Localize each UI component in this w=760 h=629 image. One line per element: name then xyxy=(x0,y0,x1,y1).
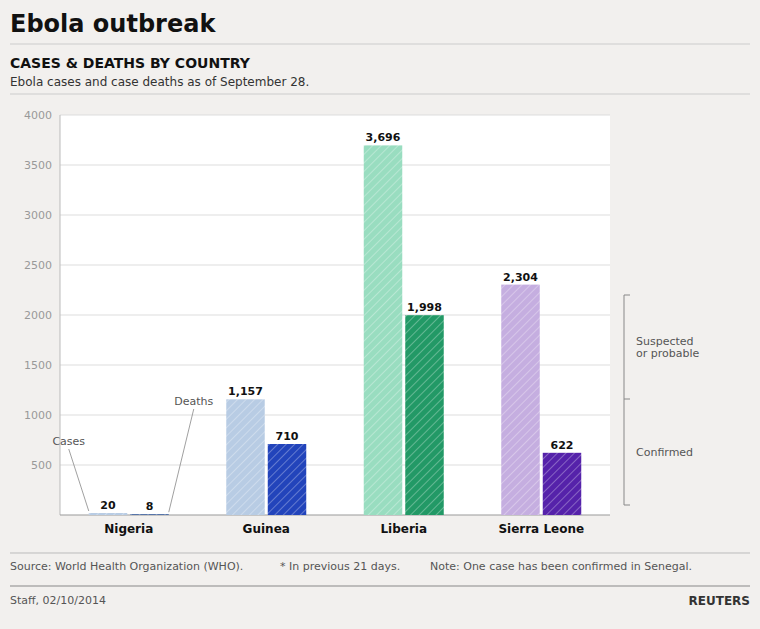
grid-line xyxy=(60,215,610,216)
footer-text: * In previous 21 days. xyxy=(280,560,400,573)
bar xyxy=(364,145,403,515)
data-label: 8 xyxy=(146,500,154,513)
chart-title: CASES & DEATHS BY COUNTRY xyxy=(10,55,251,71)
y-tick-label: 500 xyxy=(31,459,52,472)
chart-subtitle: Ebola cases and case deaths as of Septem… xyxy=(10,75,309,89)
footer-text: Note: One case has been confirmed in Sen… xyxy=(430,560,692,573)
title-rule xyxy=(10,44,750,45)
grid-line xyxy=(60,165,610,166)
labels: 20 8 1,157 710 3,696 1,998 2,304 622 xyxy=(100,131,573,513)
bar xyxy=(89,513,128,515)
bar xyxy=(130,514,169,515)
bar xyxy=(543,453,582,515)
data-label: 622 xyxy=(551,439,574,452)
text-line: Suspected xyxy=(636,335,694,348)
data-label: 20 xyxy=(100,499,116,512)
footer-rule xyxy=(10,586,750,587)
footer-text: Source: World Health Organization (WHO). xyxy=(10,560,243,573)
data-label: 1,157 xyxy=(228,385,263,398)
y-tick-label: 2000 xyxy=(24,309,52,322)
data-label: 3,696 xyxy=(366,131,401,144)
bar xyxy=(226,399,265,515)
y-tick-label: 1500 xyxy=(24,359,52,372)
bar xyxy=(405,315,444,515)
data-label: 710 xyxy=(276,430,299,443)
grid-line xyxy=(60,265,610,266)
bar xyxy=(501,285,540,515)
data-label: 1,998 xyxy=(407,301,442,314)
bracket xyxy=(624,295,630,505)
annotation: Suspectedor probable xyxy=(636,335,700,361)
x-tick-label: Liberia xyxy=(380,522,427,536)
background xyxy=(0,0,760,629)
callout-line xyxy=(69,449,89,511)
y-tick-label: 2500 xyxy=(24,259,52,272)
grid-line xyxy=(60,115,610,116)
plot-background xyxy=(60,115,610,515)
callout-line xyxy=(169,409,194,512)
y-tick-label: 1000 xyxy=(24,409,52,422)
x-tick-label: Nigeria xyxy=(104,522,153,536)
page-title: Ebola outbreak xyxy=(10,10,216,38)
logo-text: REUTERS xyxy=(689,594,750,608)
series-callout: Deaths xyxy=(174,395,213,408)
y-tick-label: 3500 xyxy=(24,159,52,172)
y-axis-line xyxy=(60,115,61,515)
x-tick-label: Sierra Leone xyxy=(498,522,584,536)
series-callout: Cases xyxy=(52,435,85,448)
text-line: or probable xyxy=(636,347,700,360)
footer-text: Staff, 02/10/2014 xyxy=(10,594,106,607)
bars xyxy=(89,145,582,515)
x-tick-label: Guinea xyxy=(243,522,290,536)
footer-rule xyxy=(10,553,750,554)
bar xyxy=(268,444,307,515)
y-tick-label: 3000 xyxy=(24,209,52,222)
annotation: Confirmed xyxy=(636,446,693,459)
data-label: 2,304 xyxy=(503,271,538,284)
chart: Ebola outbreak CASES & DEATHS BY COUNTRY E… xyxy=(0,0,760,629)
subtitle-rule xyxy=(10,94,750,95)
y-tick-label: 4000 xyxy=(24,109,52,122)
